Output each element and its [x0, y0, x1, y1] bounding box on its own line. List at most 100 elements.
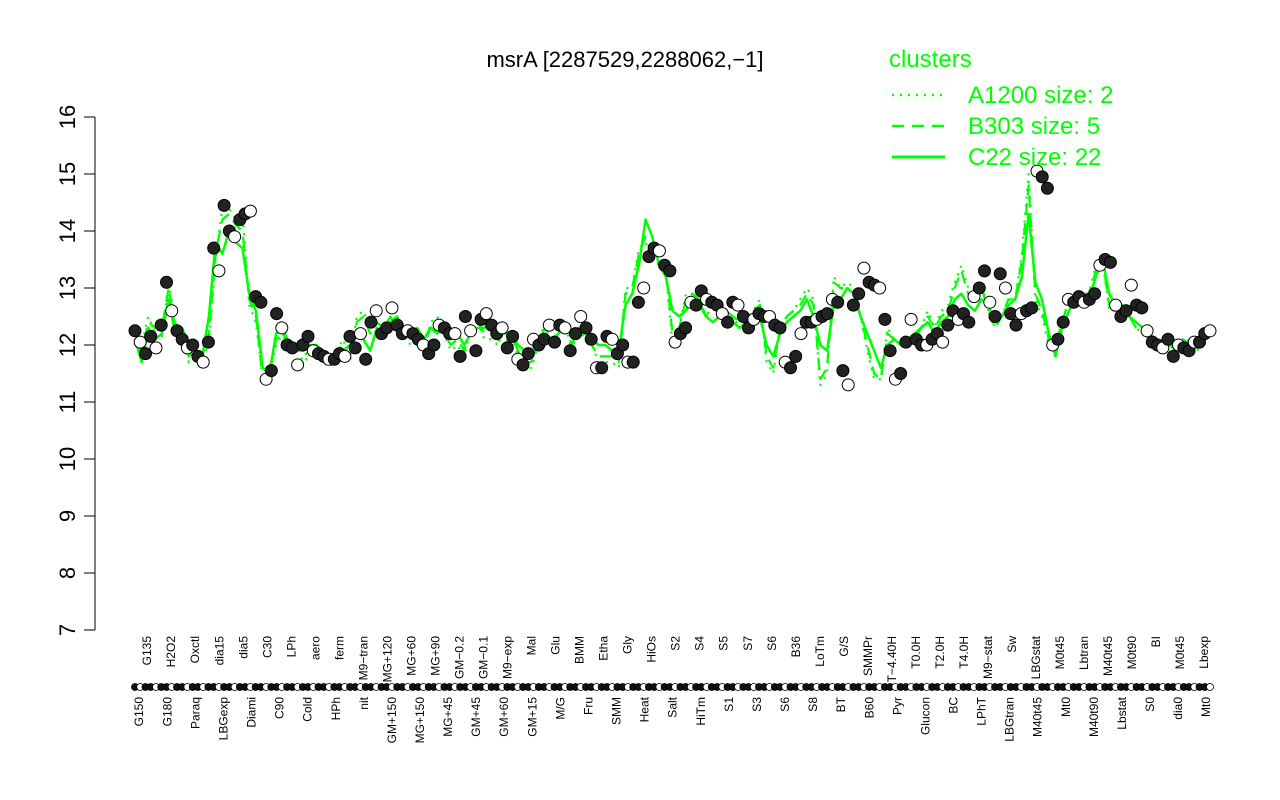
x-tick-label: GM+45 [469, 697, 483, 737]
data-point [941, 318, 955, 332]
data-point [569, 327, 582, 341]
data-point [605, 332, 619, 346]
data-point [652, 244, 666, 258]
data-point [679, 321, 693, 335]
data-point [385, 301, 399, 315]
data-point [212, 264, 226, 278]
data-point [506, 329, 520, 343]
data-point [836, 364, 850, 378]
x-tick-label: T−4.40H [885, 636, 899, 682]
x-tick-label: Glucon [918, 697, 932, 735]
data-point [631, 295, 645, 309]
x-tick-label: Paraq [188, 697, 202, 729]
data-point [904, 312, 918, 326]
chart-title: msrA [2287529,2288062,−1] [486, 47, 763, 72]
legend-title: clusters [889, 46, 972, 73]
series-lines [133, 172, 1211, 386]
y-tick-label: 7 [55, 624, 80, 636]
x-tick-label: M40t90 [1087, 697, 1101, 737]
data-point [558, 321, 572, 335]
data-point [579, 321, 593, 335]
data-point [521, 347, 535, 361]
data-point [563, 344, 577, 358]
data-point [500, 341, 514, 355]
x-tick-label: S6 [765, 636, 779, 651]
x-tick-label: S5 [717, 636, 731, 651]
x-tick-label: C30 [260, 636, 274, 658]
x-tick-label: aero [308, 636, 322, 660]
data-point [453, 349, 467, 363]
data-point [1166, 349, 1180, 363]
x-tick-label: HPh [329, 697, 343, 720]
data-point [464, 324, 478, 338]
data-point [427, 338, 441, 352]
data-point [574, 310, 588, 323]
x-tick-label: dia0 [1171, 697, 1185, 720]
x-tick-label: M0t45 [1173, 636, 1187, 670]
x-tick-label: S2 [669, 636, 683, 651]
data-point [584, 332, 598, 346]
y-tick-label: 9 [55, 510, 80, 522]
x-tick-label: SMM [609, 697, 623, 725]
x-tick-label: B36 [789, 636, 803, 658]
data-point [1124, 278, 1138, 292]
data-point [270, 307, 284, 321]
x-tick-label: Cold [301, 697, 315, 722]
x-tick-label: GM+15 [525, 697, 539, 737]
x-tick-label: H2O2 [164, 636, 178, 668]
x-tick-label: LBGtran [1003, 697, 1017, 742]
data-point [894, 367, 908, 380]
legend-label: C22 size: 22 [968, 144, 1101, 171]
data-points [128, 164, 1217, 392]
x-tick-label: nit [357, 696, 371, 709]
x-tick-label: BT [834, 696, 848, 712]
x-tick-marker [1206, 683, 1214, 691]
x-tick-label: Oxctl [188, 636, 202, 663]
data-point [144, 329, 158, 343]
data-point [217, 198, 231, 212]
data-point [721, 315, 735, 329]
x-tick-label: SMMPr [861, 636, 875, 676]
data-point [999, 281, 1012, 295]
x-tick-label: MG+120 [380, 636, 394, 683]
data-point [852, 287, 866, 301]
data-point [348, 341, 362, 355]
x-tick-label: LBGexp [216, 697, 230, 741]
x-tick-label: LPh [284, 636, 298, 657]
x-tick-label: MG+45 [441, 697, 455, 737]
x-tick-label: GM+150 [385, 697, 399, 744]
x-tick-label: Fru [581, 697, 595, 715]
data-point [637, 281, 651, 295]
data-point [1040, 181, 1054, 195]
data-point [458, 310, 472, 323]
x-tick-label: Lbexp [1197, 636, 1211, 669]
x-tick-label: HiTm [694, 697, 708, 726]
x-tick-label: S3 [750, 697, 764, 712]
data-point [857, 261, 871, 275]
data-point [359, 352, 373, 366]
x-tick-label: ferm [332, 636, 346, 660]
x-tick-label: S4 [693, 636, 707, 651]
data-point [479, 307, 493, 321]
data-point [1025, 301, 1039, 315]
series-line-dotted [134, 172, 1211, 386]
x-tick-label: M40t45 [1101, 636, 1115, 676]
data-point [1135, 301, 1149, 315]
data-point [133, 335, 147, 349]
data-point [962, 315, 976, 329]
data-point [794, 327, 808, 341]
x-tick-label: S6 [778, 697, 792, 712]
data-point [128, 324, 142, 338]
x-tick-label: MG+150 [413, 697, 427, 744]
data-point [364, 315, 378, 329]
x-tick-label: T2.0H [933, 636, 947, 669]
x-tick-label: MG+90 [428, 636, 442, 676]
x-tick-label: M0t45 [1053, 636, 1067, 670]
data-point [160, 275, 173, 289]
data-point [1140, 324, 1154, 338]
data-point [548, 335, 561, 349]
data-point [354, 327, 367, 341]
x-tick-label: Mal [525, 636, 539, 655]
x-tick-label: GM−0.2 [452, 636, 466, 679]
